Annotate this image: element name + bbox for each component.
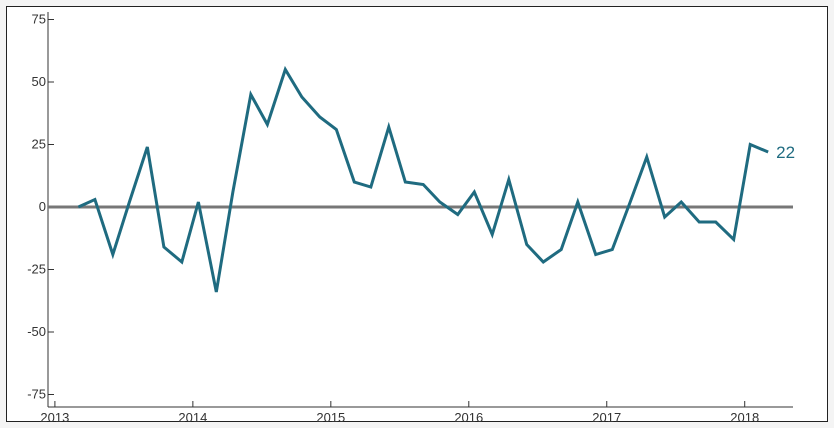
- label-group: 22: [776, 143, 795, 162]
- end-value-label: 22: [776, 143, 795, 162]
- y-tick-label: 25: [32, 137, 46, 152]
- y-tick-label: 0: [39, 199, 46, 214]
- x-axis: 2013 2014 2015 2016 2017 2018: [40, 401, 793, 425]
- y-axis: 75 50 25 0 -25 -50 -75: [27, 12, 54, 407]
- x-tick-label: 2017: [592, 410, 621, 425]
- series-group: [77, 65, 769, 293]
- y-tick-label: -75: [27, 387, 46, 402]
- x-tick-label: 2014: [178, 410, 207, 425]
- y-tick-label: -50: [27, 324, 46, 339]
- x-tick-label: 2013: [40, 410, 69, 425]
- x-tick-label: 2015: [316, 410, 345, 425]
- series-line: [77, 65, 769, 293]
- x-tick-label: 2016: [454, 410, 483, 425]
- y-tick-label: 75: [32, 12, 46, 27]
- y-tick-label: -25: [27, 262, 46, 277]
- x-tick-label: 2018: [730, 410, 759, 425]
- y-tick-label: 50: [32, 74, 46, 89]
